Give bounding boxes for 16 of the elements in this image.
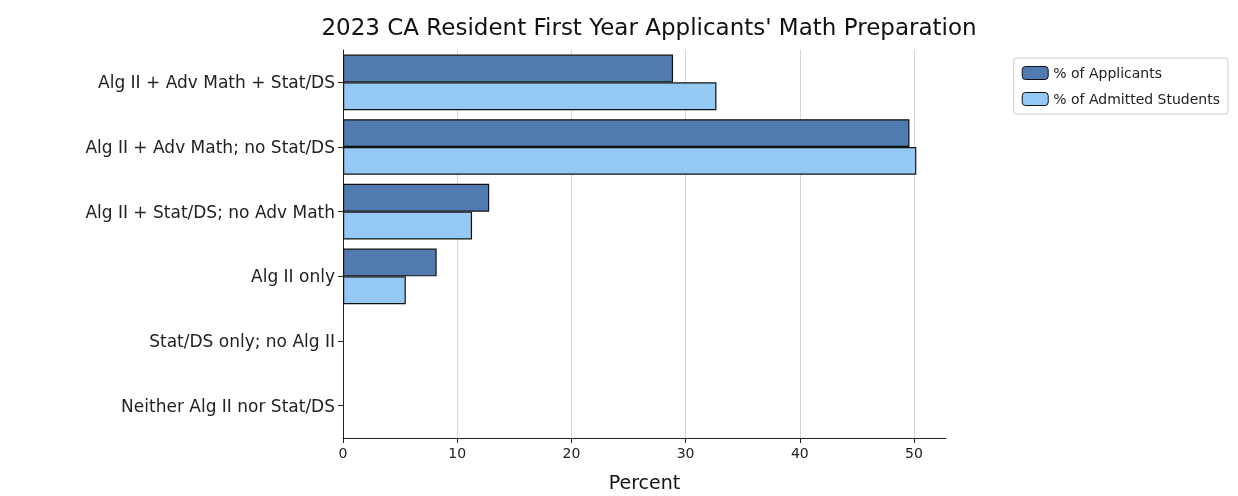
x-tick-label: 50 <box>905 445 923 461</box>
y-tick-label: Alg II + Stat/DS; no Adv Math <box>85 201 335 222</box>
legend-label: % of Applicants <box>1053 65 1162 81</box>
legend-label: % of Admitted Students <box>1053 91 1220 107</box>
x-tick-label: 40 <box>790 445 809 461</box>
x-tick-label: 0 <box>338 445 348 461</box>
x-axis-title: Percent <box>608 470 681 493</box>
x-tick-label: 30 <box>676 445 695 461</box>
y-tick-label: Stat/DS only; no Alg II <box>149 331 335 351</box>
y-tick-label: Alg II + Adv Math + Stat/DS <box>98 72 335 93</box>
x-tick-label: 10 <box>448 445 467 461</box>
y-tick-label: Alg II only <box>251 266 335 287</box>
y-tick-label: Alg II + Adv Math; no Stat/DS <box>85 137 335 157</box>
chart-title: 2023 CA Resident First Year Applicants' Math Preparation <box>321 13 977 40</box>
x-tick-label: 20 <box>562 445 581 461</box>
y-tick-label: Neither Alg II nor Stat/DS <box>121 395 335 416</box>
